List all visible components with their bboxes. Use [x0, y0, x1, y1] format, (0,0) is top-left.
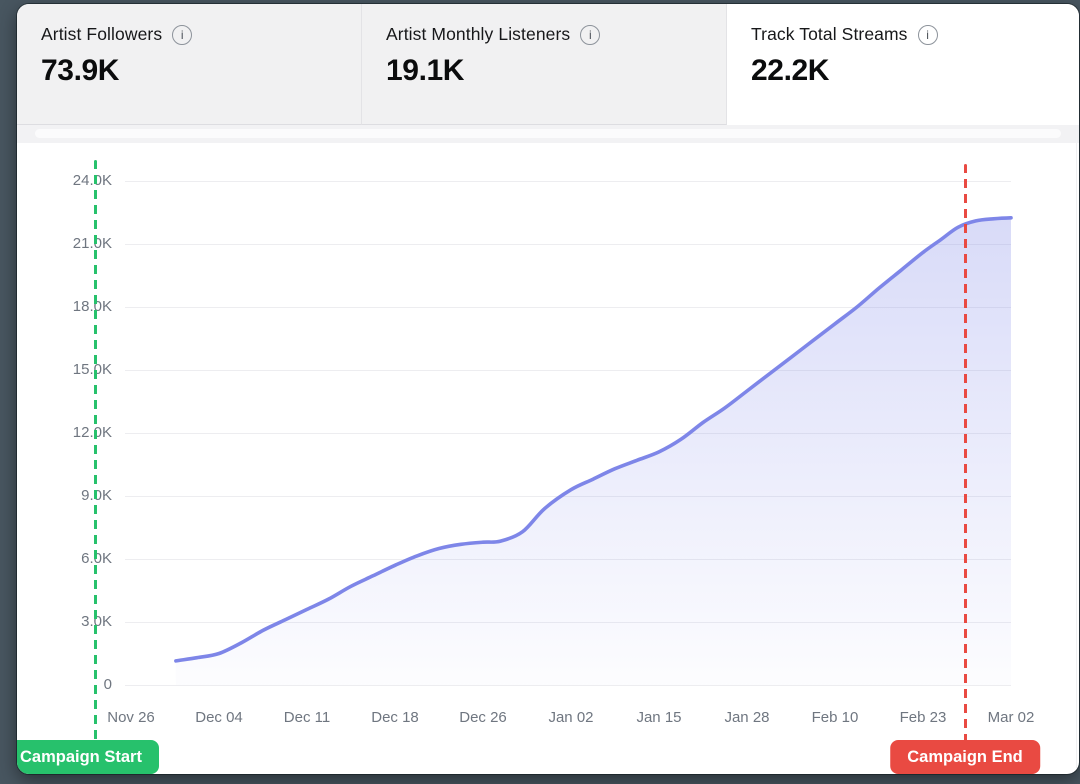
x-tick-label: Jan 02	[548, 709, 594, 726]
x-tick-label: Dec 11	[283, 709, 331, 726]
gridline	[125, 370, 1011, 371]
x-tick-label: Jan 15	[636, 709, 682, 726]
campaign-start-badge[interactable]: Campaign Start	[17, 740, 159, 774]
x-tick-label: Mar 02	[987, 709, 1035, 726]
y-tick-label: 24.0K	[72, 172, 112, 189]
info-icon[interactable]: i	[172, 24, 193, 45]
horizontal-scrollbar[interactable]	[17, 125, 1079, 143]
tab-label: Track Total Streams	[751, 24, 908, 44]
gridline	[125, 307, 1011, 308]
scrollbar-thumb[interactable]	[35, 129, 1061, 138]
gridline	[125, 685, 1011, 686]
gridline	[125, 433, 1011, 434]
stat-tabs: Artist Followers i 73.9K Artist Monthly …	[17, 4, 1079, 125]
tab-artist-monthly-listeners[interactable]: Artist Monthly Listeners i 19.1K	[362, 4, 727, 125]
stat-value: 73.9K	[41, 54, 120, 87]
streams-area-chart	[174, 216, 1013, 686]
gridline	[125, 244, 1011, 245]
stat-value: 22.2K	[751, 54, 830, 87]
campaign-start-line	[94, 160, 97, 742]
y-tick-label: 18.0K	[72, 298, 112, 315]
tab-track-total-streams[interactable]: Track Total Streams i 22.2K	[727, 4, 1079, 125]
x-tick-label: Feb 10	[811, 709, 859, 726]
right-rail-divider	[1076, 143, 1077, 774]
y-tick-label: 15.0K	[72, 361, 112, 378]
gridline	[125, 181, 1011, 182]
campaign-end-badge[interactable]: Campaign End	[890, 740, 1040, 774]
campaign-end-line	[964, 164, 967, 742]
x-tick-label: Dec 18	[371, 709, 419, 726]
tab-label: Artist Monthly Listeners	[386, 24, 571, 44]
x-tick-label: Feb 23	[899, 709, 947, 726]
x-tick-label: Nov 26	[107, 709, 155, 726]
tab-artist-followers[interactable]: Artist Followers i 73.9K	[17, 4, 362, 125]
analytics-card: Artist Followers i 73.9K Artist Monthly …	[17, 4, 1079, 774]
x-tick-label: Dec 04	[195, 709, 243, 726]
y-tick-label: 0	[103, 676, 112, 693]
info-icon[interactable]: i	[580, 24, 601, 45]
stat-value: 19.1K	[386, 54, 465, 87]
y-tick-label: 21.0K	[72, 235, 112, 252]
info-icon[interactable]: i	[917, 24, 938, 45]
y-tick-label: 12.0K	[72, 424, 112, 441]
x-tick-label: Jan 28	[724, 709, 770, 726]
x-tick-label: Dec 26	[459, 709, 507, 726]
tab-label: Artist Followers	[41, 24, 163, 44]
